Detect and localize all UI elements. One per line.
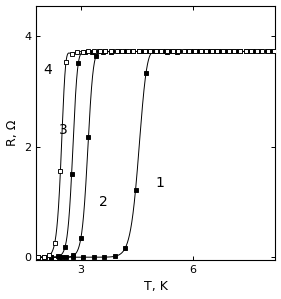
- Text: 1: 1: [155, 176, 164, 190]
- Text: 3: 3: [59, 123, 67, 137]
- Text: 2: 2: [99, 195, 108, 209]
- Text: 4: 4: [43, 63, 52, 77]
- X-axis label: T, K: T, K: [144, 280, 168, 293]
- Y-axis label: R, Ω: R, Ω: [6, 120, 19, 146]
